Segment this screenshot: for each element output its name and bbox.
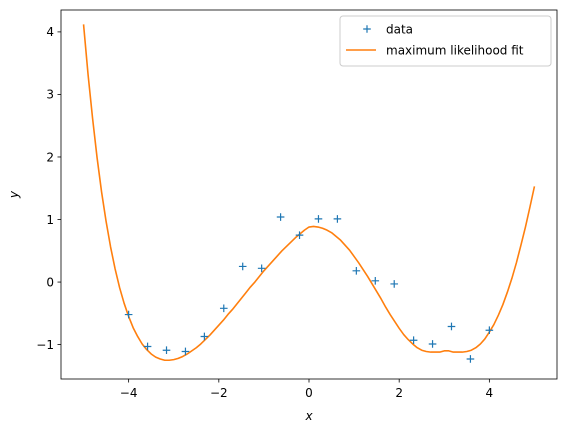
data-point — [295, 231, 304, 239]
data-point — [276, 213, 285, 221]
data-point — [181, 347, 190, 356]
data-point — [143, 342, 152, 351]
data-point — [333, 215, 342, 223]
legend: data maximum likelihood fit — [339, 15, 552, 67]
data-point — [371, 277, 380, 285]
data-point — [466, 355, 475, 363]
data-point — [409, 336, 418, 345]
y-tick-label: 4 — [46, 25, 54, 39]
chart-marks — [82, 24, 536, 363]
fit-line — [82, 24, 536, 362]
axis-ticks: −4 −2 0 2 4 −1 0 1 2 3 4 — [36, 25, 493, 400]
data-point — [390, 280, 399, 288]
x-axis-label: x — [304, 409, 313, 423]
y-tick-label: 1 — [46, 213, 54, 227]
data-point — [485, 326, 494, 335]
data-point — [238, 262, 247, 271]
axes-frame — [60, 9, 558, 380]
data-point — [257, 264, 266, 273]
legend-label-fit: maximum likelihood fit — [386, 43, 524, 57]
legend-label-data: data — [386, 22, 413, 36]
x-tick-label: 2 — [395, 386, 403, 400]
x-tick-label: −2 — [210, 386, 228, 400]
data-point — [352, 267, 361, 275]
x-tick-label: 0 — [305, 386, 313, 400]
y-tick-label: −1 — [36, 338, 54, 352]
legend-marker-data — [363, 25, 371, 33]
x-tick-label: −4 — [120, 386, 138, 400]
x-tick-label: 4 — [486, 386, 494, 400]
data-point — [124, 310, 133, 319]
data-point — [200, 332, 209, 341]
legend-box — [339, 15, 552, 67]
y-tick-label: 2 — [46, 150, 54, 164]
data-point — [447, 322, 456, 331]
data-point — [219, 304, 228, 313]
y-tick-label: 0 — [46, 275, 54, 289]
data-point — [162, 346, 171, 355]
data-point — [314, 215, 323, 223]
y-axis-label: y — [7, 190, 21, 199]
data-point — [428, 340, 437, 348]
y-tick-label: 3 — [46, 88, 54, 102]
